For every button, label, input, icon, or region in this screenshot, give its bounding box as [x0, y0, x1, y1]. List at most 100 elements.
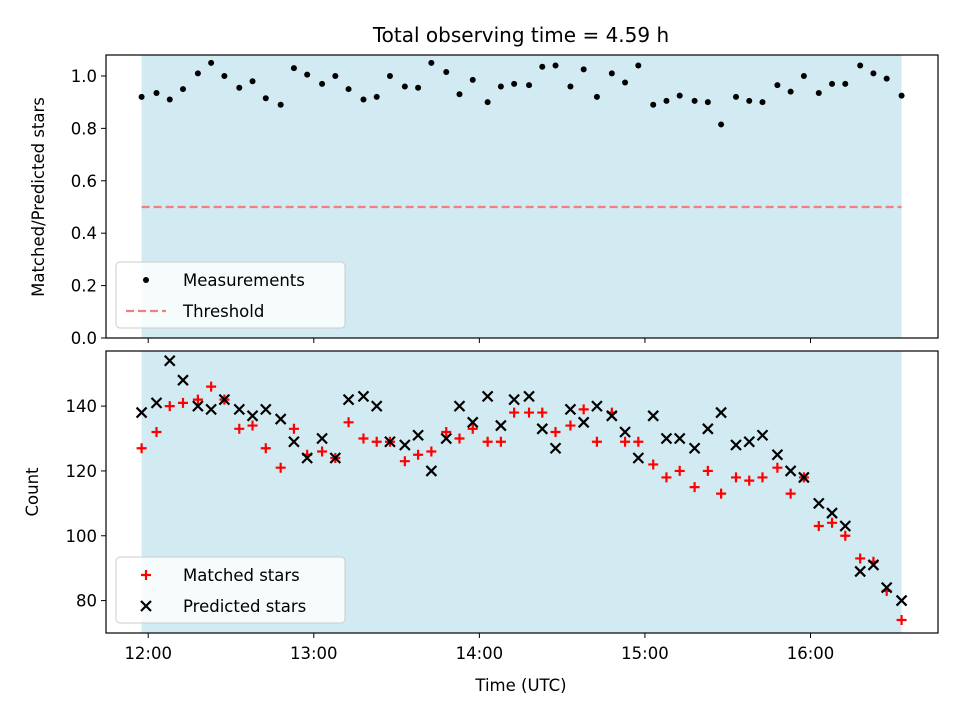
measurement-point: [870, 70, 877, 77]
measurement-point: [319, 80, 326, 87]
matched-star-point: [343, 417, 354, 428]
legend-box: [115, 556, 346, 624]
measurement-point: [208, 59, 215, 66]
measurement-point: [663, 97, 670, 104]
predicted-star-point: [549, 442, 562, 455]
predicted-star-point: [784, 465, 797, 477]
matched-star-point: [661, 472, 672, 483]
predicted-star-point: [177, 374, 189, 386]
bottom-xlabel: Time (UTC): [474, 676, 566, 695]
measurement-point: [497, 83, 504, 90]
predicted-star-point: [192, 400, 204, 412]
predicted-star-point: [274, 413, 287, 425]
measurement-point: [153, 89, 160, 96]
matched-star-point: [206, 381, 217, 392]
matched-star-point: [177, 397, 188, 408]
predicted-star-point: [399, 439, 411, 451]
measurement-point: [774, 82, 781, 89]
predicted-star-point: [771, 448, 784, 461]
measurement-point: [290, 65, 297, 72]
measurement-point: [539, 63, 546, 70]
x-tick-label: 14:00: [456, 644, 504, 663]
measurement-point: [456, 91, 463, 98]
predicted-star-point: [370, 400, 383, 412]
predicted-star-point: [673, 432, 686, 445]
bottom-panel: 80 100 120 140 12:00 13:00 14:00 15:00 16:00 Matc…: [66, 350, 939, 663]
matched-star-point: [716, 488, 727, 499]
predicted-star-point: [453, 400, 466, 412]
matched-star-point: [565, 420, 576, 431]
matched-star-point: [633, 436, 644, 447]
matched-star-point: [358, 433, 369, 444]
matched-star-point: [454, 433, 465, 444]
measurement-point: [401, 83, 408, 90]
predicted-star-point: [867, 559, 880, 571]
predicted-star-point: [591, 400, 603, 412]
matched-star-point: [813, 521, 824, 532]
predicted-star-point: [577, 416, 590, 429]
matched-star-point: [136, 443, 147, 454]
predicted-star-point: [218, 393, 231, 406]
predicted-star-point: [632, 452, 645, 464]
measurement-point: [787, 88, 794, 95]
predicted-star-point: [536, 423, 549, 435]
predicted-star-point: [606, 410, 618, 422]
measurement-point: [249, 78, 256, 85]
matched-star-point: [785, 488, 796, 499]
measurement-point: [815, 89, 822, 96]
x-tick-label: 16:00: [787, 644, 835, 663]
matched-star-point: [495, 436, 506, 447]
matched-star-point: [317, 446, 328, 457]
predicted-star-point: [233, 403, 246, 416]
measurement-point: [221, 72, 228, 79]
measurement-point: [622, 79, 629, 86]
measurement-point: [829, 80, 836, 87]
top-ylabel: Matched/Predicted stars: [29, 97, 48, 297]
matched-star-point: [482, 436, 493, 447]
measurement-point: [166, 96, 173, 103]
bottom-legend: Matched stars Predicted stars: [115, 556, 346, 624]
matched-star-point: [247, 420, 258, 431]
matched-star-point: [537, 407, 548, 418]
matched-star-point: [744, 475, 755, 486]
y-tick-label: 0.8: [71, 119, 97, 138]
measurement-point: [332, 72, 339, 79]
predicted-star-point: [854, 565, 866, 578]
x-tick-label: 13:00: [290, 644, 338, 663]
measurement-point: [511, 80, 518, 87]
predicted-star-point: [425, 465, 438, 477]
measurement-point: [236, 84, 243, 91]
predicted-star-point: [647, 410, 659, 422]
y-tick-label: 0.2: [71, 277, 97, 296]
measurement-point: [676, 92, 683, 99]
legend-handle-measurements: [143, 277, 149, 283]
measurement-point: [704, 99, 711, 106]
legend-label: Matched stars: [183, 566, 300, 585]
matched-star-point: [260, 443, 271, 454]
measurement-point: [650, 101, 657, 108]
measurement-point: [428, 59, 435, 66]
bottom-ylabel: Count: [23, 467, 42, 517]
predicted-star-point: [813, 497, 825, 510]
measurement-point: [746, 97, 753, 104]
y-tick-label: 0.4: [71, 224, 97, 243]
matched-star-point: [896, 615, 907, 626]
predicted-star-point: [523, 390, 535, 403]
predicted-star-point: [329, 452, 342, 464]
matched-star-point: [399, 456, 410, 467]
matched-star-point: [192, 394, 203, 405]
legend-handle-matched: [141, 570, 151, 580]
measurement-point: [484, 99, 491, 106]
predicted-star-point: [163, 354, 176, 367]
measurement-point: [360, 96, 367, 103]
matched-star-point: [731, 472, 742, 483]
top-panel: 0.0 0.2 0.4 0.6 0.8 1.0 Measurements Threshold: [71, 54, 939, 348]
predicted-star-point: [495, 419, 507, 432]
predicted-star-point: [246, 410, 259, 422]
y-tick-label: 140: [66, 397, 98, 416]
matched-star-point: [827, 517, 838, 528]
predicted-star-point: [619, 426, 631, 438]
matched-star-point: [426, 446, 437, 457]
matched-star-point: [620, 436, 631, 447]
